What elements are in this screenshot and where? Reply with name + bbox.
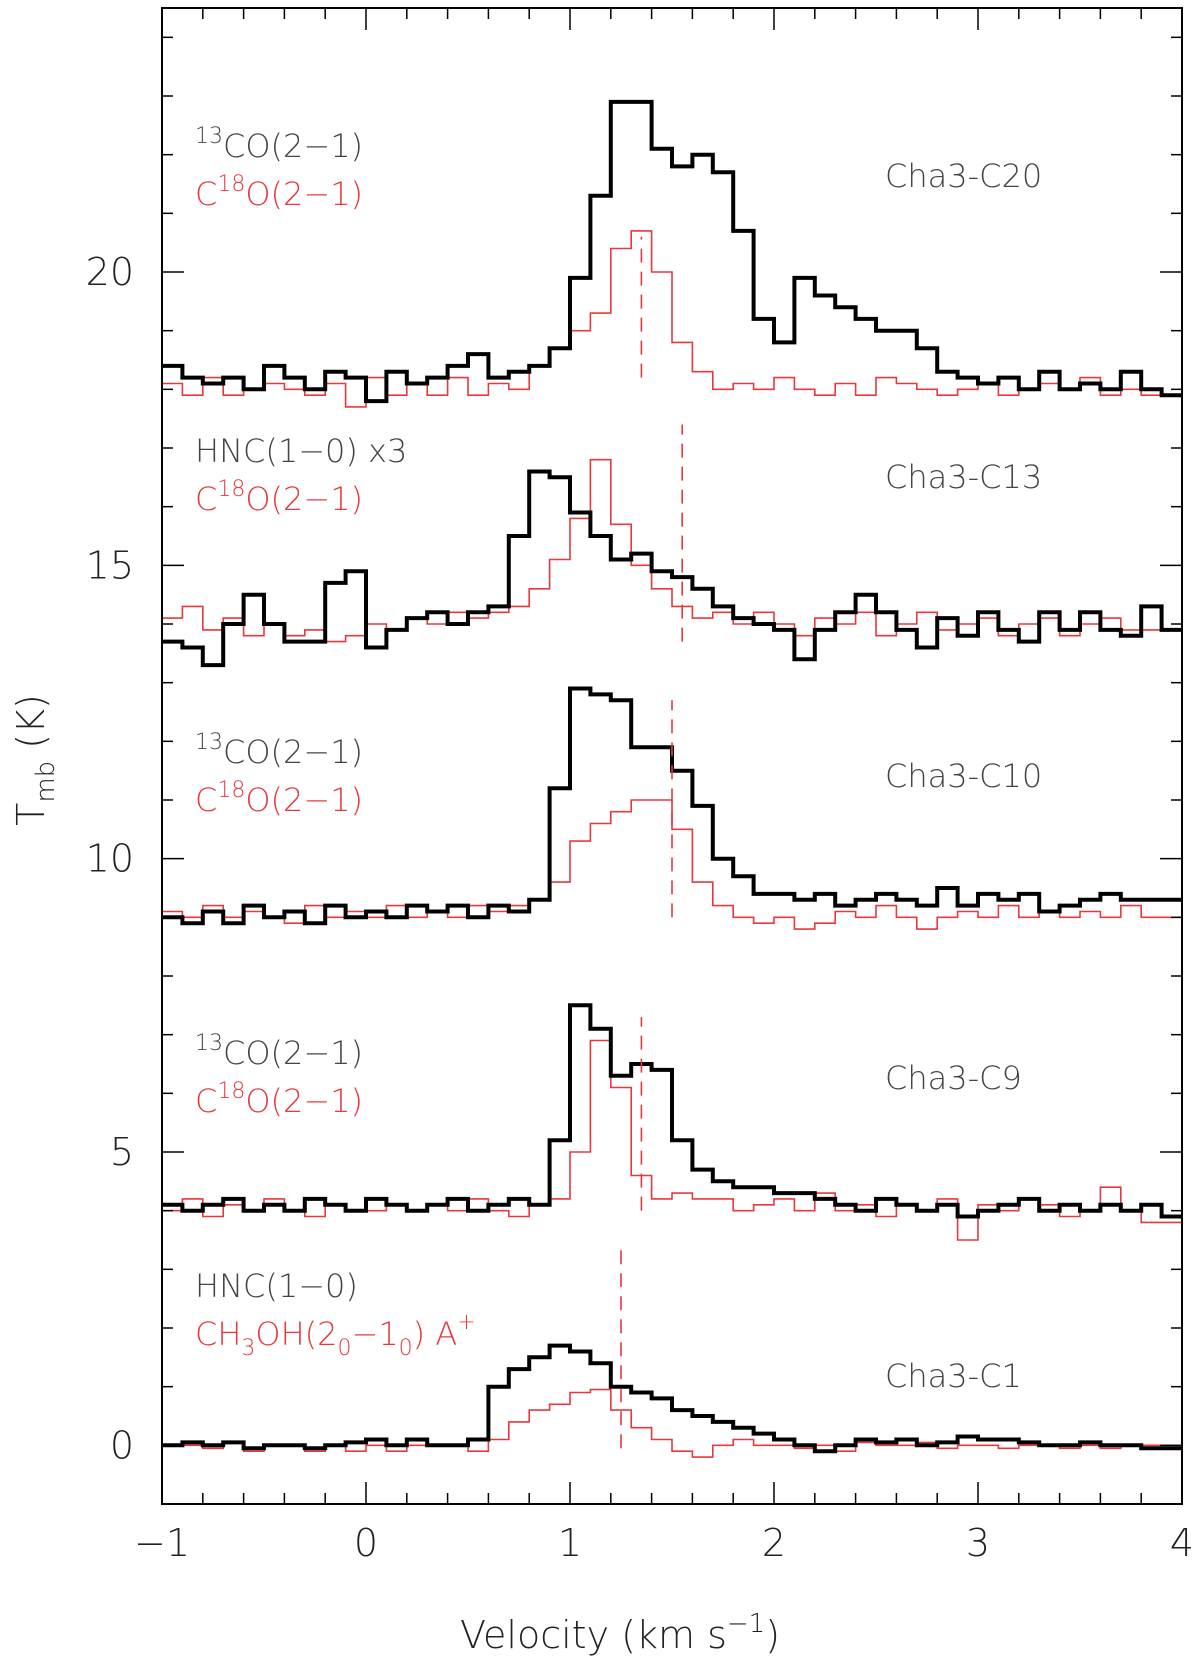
y-tick-label: 15: [86, 543, 134, 587]
spectrum-black-cha3-c9: [162, 1003, 1182, 1219]
x-axis-title-text: Velocity (km s: [460, 1613, 727, 1657]
y-tick-label: 20: [86, 250, 134, 294]
black-line-label-cha3-c20: 13CO(2−1): [195, 124, 363, 165]
x-tick-label: −1: [134, 1521, 190, 1565]
red-line-label-cha3-c9: C18O(2−1): [195, 1079, 363, 1120]
black-line-label-cha3-c10: 13CO(2−1): [195, 730, 363, 771]
spectrum-black-cha3-c1: [162, 1343, 1182, 1454]
plot-frame: [161, 7, 1183, 1505]
red-line-label-cha3-c1: CH3OH(20−10) A+: [195, 1310, 476, 1361]
black-line-label-cha3-c1: HNC(1−0): [195, 1267, 358, 1305]
y-tick-label: 5: [110, 1130, 134, 1174]
red-line-label-cha3-c13: C18O(2−1): [195, 477, 363, 518]
y-axis-title-sub: mb: [31, 761, 61, 803]
y-axis-title-main: T: [9, 803, 53, 826]
black-line-label-cha3-c13: HNC(1−0) x3: [195, 432, 407, 470]
plot-content: [162, 99, 1182, 1458]
spectrum-black-cha3-c20: [162, 99, 1182, 404]
panel-labels: Cha3-C20 13CO(2−1) C18O(2−1) Cha3-C13 HNC(1−…: [195, 124, 1042, 1395]
y-axis-title: Tmb (K): [9, 694, 61, 826]
source-name-cha3-c13: Cha3-C13: [885, 458, 1042, 496]
x-axis-title: Velocity (km s−1): [460, 1609, 780, 1657]
x-tick-label: 4: [1170, 1521, 1194, 1565]
x-tick-label: 0: [354, 1521, 378, 1565]
black-line-label-cha3-c9: 13CO(2−1): [195, 1031, 363, 1072]
spectrum-black-cha3-c13: [162, 469, 1182, 668]
y-tick-label: 10: [86, 837, 134, 881]
red-line-label-cha3-c10: C18O(2−1): [195, 778, 363, 819]
spectrum-red-cha3-c13: [162, 458, 1182, 643]
source-name-cha3-c1: Cha3-C1: [885, 1357, 1022, 1395]
x-axis-title-exp: −1: [727, 1609, 765, 1639]
x-tick-label: 1: [558, 1521, 582, 1565]
spectrum-red-cha3-c20: [162, 230, 1182, 408]
red-line-label-cha3-c20: C18O(2−1): [195, 172, 363, 213]
source-name-cha3-c20: Cha3-C20: [885, 157, 1042, 195]
tick-labels: −1 0 1 2 3 4 0 5 10 15 20: [86, 250, 1194, 1565]
source-name-cha3-c10: Cha3-C10: [885, 757, 1042, 795]
x-tick-label: 2: [762, 1521, 786, 1565]
axis-ticks: [161, 8, 1183, 1505]
y-axis-title-unit: (K): [9, 694, 53, 761]
y-tick-label: 0: [110, 1423, 134, 1467]
source-name-cha3-c9: Cha3-C9: [885, 1059, 1022, 1097]
x-tick-label: 3: [966, 1521, 990, 1565]
spectrum-black-cha3-c10: [162, 686, 1182, 926]
